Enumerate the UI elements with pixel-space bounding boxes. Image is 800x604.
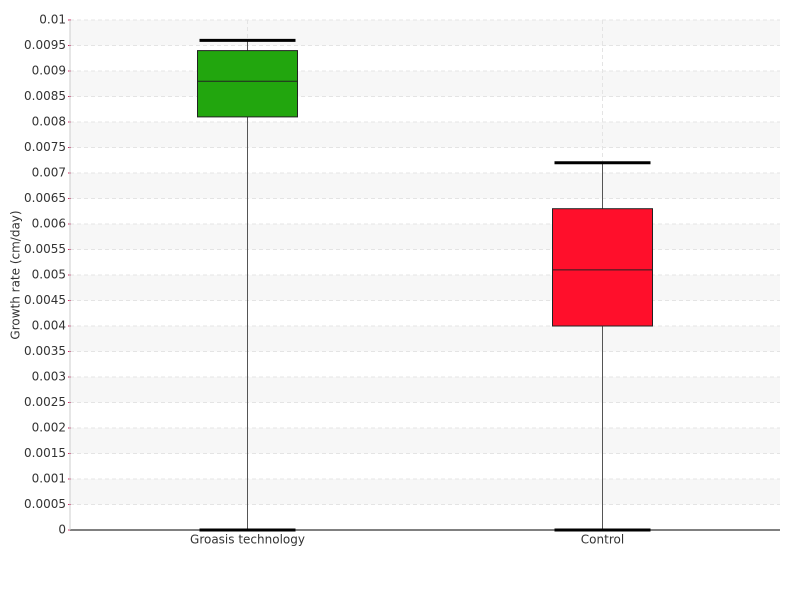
- y-tick-label: 0.002: [32, 421, 66, 435]
- x-tick-label: Control: [581, 533, 624, 547]
- y-tick-label: 0.0055: [24, 242, 66, 256]
- grid-band: [70, 479, 780, 505]
- y-tick-label: 0.008: [32, 115, 66, 129]
- y-tick-label: 0.007: [32, 166, 66, 180]
- grid-band: [70, 224, 780, 250]
- y-tick-label: 0.006: [32, 217, 66, 231]
- y-tick-label: 0.0005: [24, 497, 66, 511]
- grid-band: [70, 428, 780, 454]
- y-tick-label: 0.0075: [24, 140, 66, 154]
- y-tick-label: 0.0065: [24, 191, 66, 205]
- y-tick-label: 0.0015: [24, 446, 66, 460]
- y-axis-label: Growth rate (cm/day): [9, 210, 23, 339]
- y-tick-label: 0.0025: [24, 395, 66, 409]
- y-tick-label: 0.004: [32, 319, 66, 333]
- x-tick-label: Groasis technology: [190, 533, 305, 547]
- grid-band: [70, 275, 780, 301]
- box: [197, 50, 298, 118]
- grid-band: [70, 326, 780, 352]
- grid-band: [70, 122, 780, 148]
- y-tick-label: 0.0085: [24, 89, 66, 103]
- grid-band: [70, 173, 780, 199]
- grid-band: [70, 377, 780, 403]
- y-tick-label: 0: [58, 523, 66, 537]
- y-tick-label: 0.001: [32, 472, 66, 486]
- y-tick-label: 0.009: [32, 64, 66, 78]
- y-tick-label: 0.0045: [24, 293, 66, 307]
- y-tick-label: 0.003: [32, 370, 66, 384]
- box: [552, 208, 653, 327]
- grid-band: [70, 71, 780, 97]
- y-tick-label: 0.005: [32, 268, 66, 282]
- grid-band: [70, 20, 780, 46]
- y-tick-label: 0.0035: [24, 344, 66, 358]
- y-tick-label: 0.01: [39, 13, 66, 27]
- y-tick-label: 0.0095: [24, 38, 66, 52]
